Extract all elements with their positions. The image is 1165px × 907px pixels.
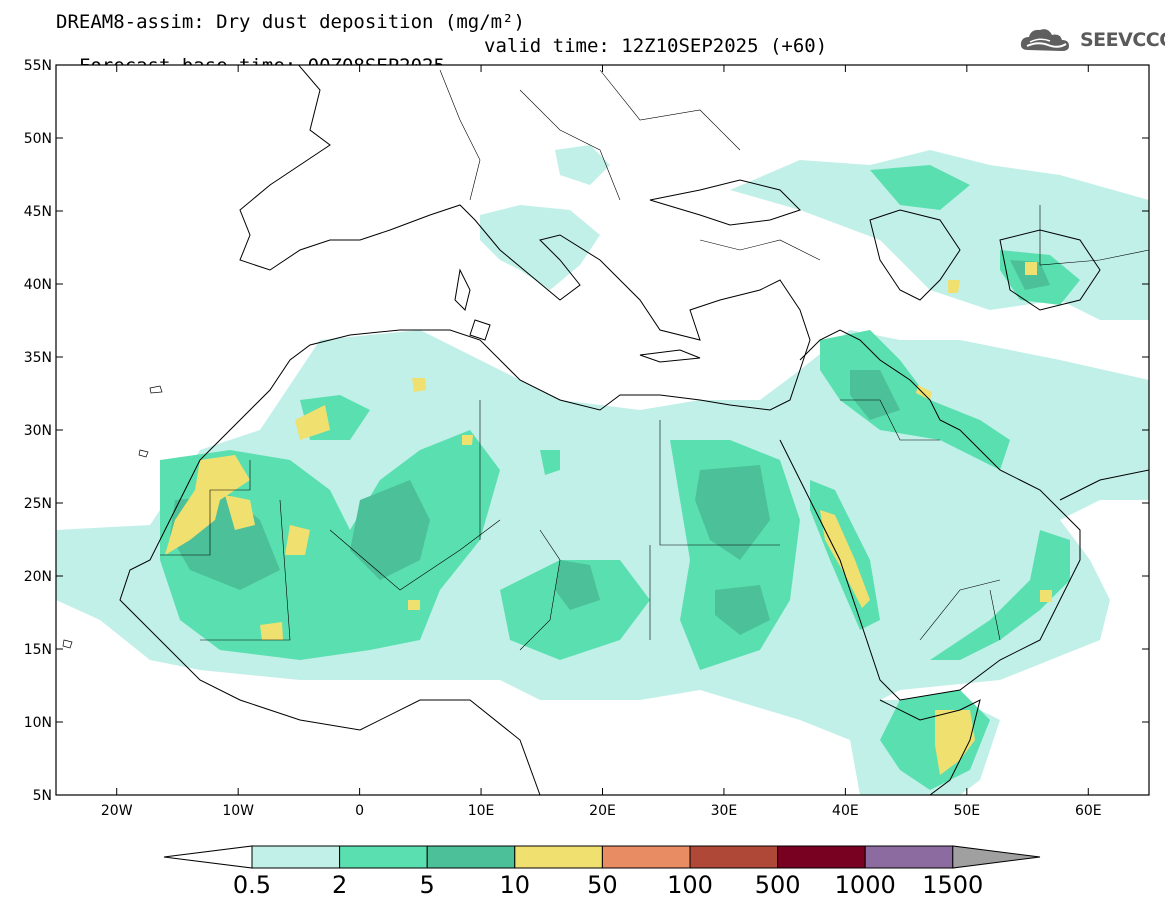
colorbar-label: 1500	[922, 871, 983, 899]
colorbar-segment	[251, 845, 341, 869]
country-borders	[160, 69, 1149, 651]
lat-label: 50N	[24, 131, 52, 147]
lon-label: 20W	[101, 803, 133, 819]
lat-label: 55N	[24, 58, 52, 74]
lat-label: 25N	[24, 496, 52, 512]
colorbar-segment	[777, 845, 866, 869]
valid-time: valid time: 12Z10SEP2025 (+60)	[484, 35, 828, 57]
lon-label: 40E	[832, 803, 859, 819]
coastlines	[119, 65, 1149, 795]
colorbar-segment	[601, 845, 691, 869]
lat-label: 35N	[24, 350, 52, 366]
lon-label: 30E	[711, 803, 738, 819]
colorbar-segment	[689, 845, 779, 869]
colorbar-label: 1000	[835, 871, 896, 899]
lon-label: 10E	[468, 803, 495, 819]
colorbar: 0.5 2 5 10 50 100 500 1000 1500	[163, 845, 1041, 899]
lat-label: 15N	[24, 642, 52, 658]
lat-label: 20N	[24, 569, 52, 585]
colorbar-segment	[514, 845, 603, 869]
colorbar-segment	[864, 845, 954, 869]
lon-label: 20E	[589, 803, 616, 819]
colorbar-label: 10	[500, 871, 531, 899]
colorbar-label: 50	[587, 871, 618, 899]
lat-label: 40N	[24, 277, 52, 293]
lon-label: 60E	[1075, 803, 1102, 819]
cloud-logo-icon	[1020, 29, 1069, 51]
lat-label: 30N	[24, 423, 52, 439]
lat-label: 5N	[33, 788, 52, 804]
colorbar-label: 500	[755, 871, 801, 899]
colorbar-under-triangle	[163, 845, 253, 869]
lon-label: 10W	[222, 803, 254, 819]
colorbar-label: 0.5	[233, 871, 271, 899]
colorbar-over-triangle	[952, 845, 1041, 869]
colorbar-label: 5	[420, 871, 435, 899]
lat-label: 10N	[24, 715, 52, 731]
colorbar-segment	[426, 845, 516, 869]
map-title: DREAM8-assim: Dry dust deposition (mg/m²…	[56, 11, 525, 33]
longitude-ticks: 20W 10W 0 10E 20E 30E 40E 50E 60E	[101, 65, 1102, 819]
lat-label: 45N	[24, 204, 52, 220]
logo-text: SEEVCCC	[1080, 29, 1165, 51]
latitude-ticks: 55N 50N 45N 40N 35N 30N 25N 20N 15N 10N 5N	[24, 58, 1149, 804]
colorbar-label: 100	[667, 871, 713, 899]
map-plot-area	[56, 65, 1149, 795]
lon-label: 50E	[953, 803, 980, 819]
colorbar-segment	[339, 845, 428, 869]
seevccc-logo: SEEVCCC	[1018, 26, 1165, 54]
colorbar-label: 2	[332, 871, 347, 899]
dust-field-high	[165, 262, 1052, 775]
islands	[62, 385, 163, 649]
lon-label: 0	[355, 803, 364, 819]
